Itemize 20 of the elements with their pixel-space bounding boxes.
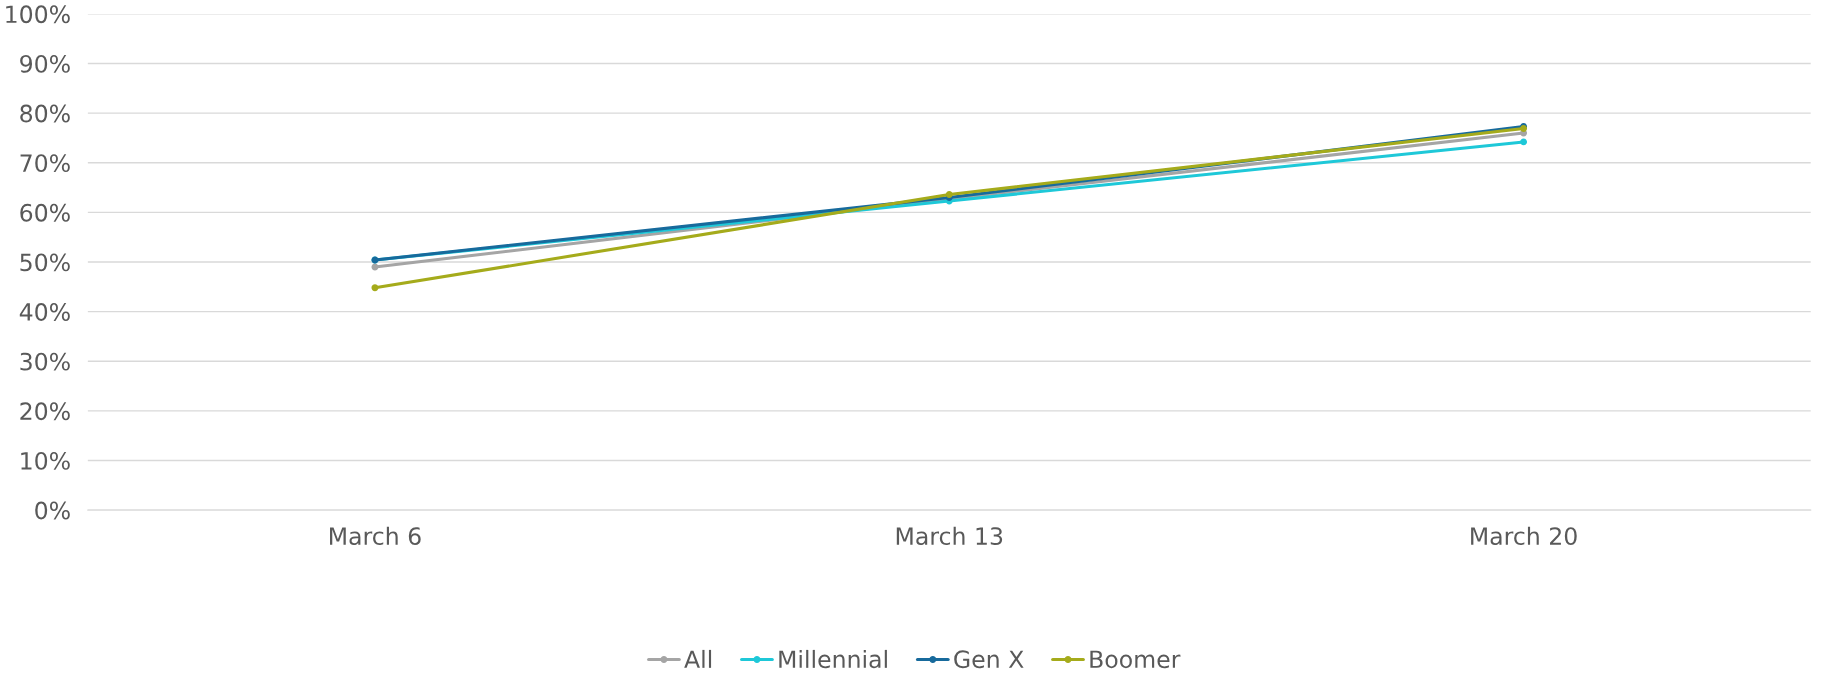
legend-label: Gen X xyxy=(954,650,1024,669)
legend-label: All xyxy=(684,649,712,668)
point xyxy=(371,284,379,292)
x-tick-label: March 20 xyxy=(1471,526,1577,546)
y-tick-label: 0% xyxy=(35,501,70,520)
y-tick-label: 90% xyxy=(20,54,70,73)
y-tick-label: 100% xyxy=(6,5,70,24)
y-tick-label: 70% xyxy=(20,154,70,173)
y-tick-label: 10% xyxy=(21,451,70,470)
legend-label: Boomer xyxy=(1090,650,1181,669)
legend-label: Millennial xyxy=(779,649,887,669)
y-tick-label: 50% xyxy=(20,253,70,272)
y-tick-label: 40% xyxy=(19,303,70,321)
x-tick-label: March 6 xyxy=(330,526,421,546)
y-tick-label: 30% xyxy=(20,352,70,371)
y-tick-label: 60% xyxy=(20,203,70,222)
x-tick-label: March 13 xyxy=(896,526,1003,546)
point xyxy=(1520,138,1528,146)
y-tick-label: 80% xyxy=(20,104,70,123)
y-tick-label: 20% xyxy=(20,402,70,421)
